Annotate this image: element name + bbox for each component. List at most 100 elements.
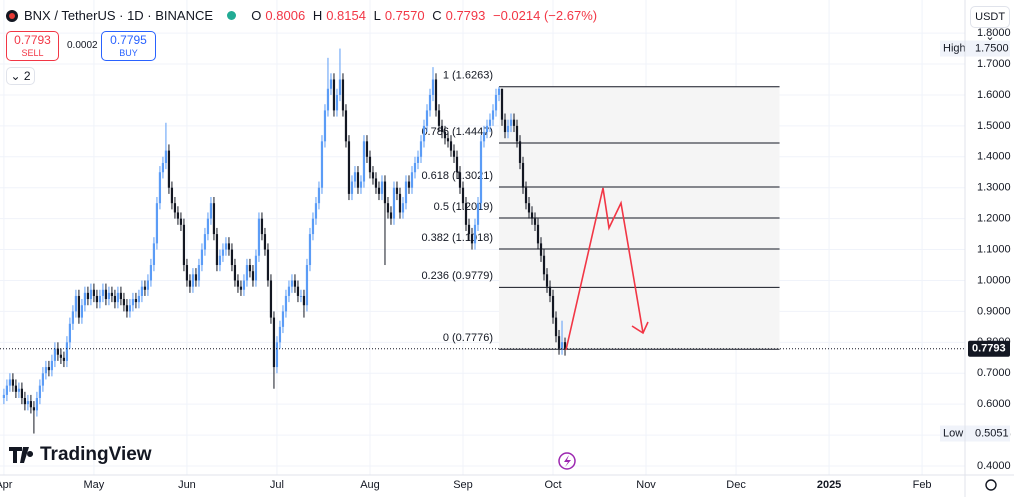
currency-select[interactable]: USDT ⌄	[970, 6, 1010, 43]
candle-body	[275, 342, 279, 368]
candle-body	[110, 292, 114, 296]
candle-body	[482, 132, 486, 142]
lightning	[564, 455, 571, 467]
x-tick-label: Apr	[0, 479, 13, 491]
candle-body	[251, 271, 255, 281]
candle-body	[452, 150, 456, 157]
candle-body	[419, 141, 423, 157]
candle-body	[155, 203, 159, 244]
candle-body	[248, 265, 252, 272]
candle-body	[392, 187, 396, 219]
x-tick-label: Feb	[913, 479, 932, 491]
candle-body	[11, 379, 15, 386]
last-price-tag	[968, 340, 1010, 357]
candle-body	[461, 187, 465, 204]
sell-price: 0.7793	[14, 33, 51, 47]
candle-body	[560, 342, 564, 349]
candle-body	[551, 295, 555, 318]
fib-label: 0.236 (0.9779)	[421, 270, 493, 282]
candle-body	[191, 274, 195, 287]
indicators-toggle[interactable]: ⌄ 2	[6, 67, 35, 85]
candle-body	[368, 156, 372, 173]
x-tick-label: Jun	[178, 479, 196, 491]
candle-body	[236, 280, 240, 287]
candle-body	[245, 265, 249, 281]
candle-body	[512, 119, 516, 126]
quote-label: H	[312, 8, 323, 23]
candle-body	[188, 280, 192, 287]
candle-body	[17, 388, 21, 392]
candle-body	[68, 323, 72, 343]
candle-body	[323, 110, 327, 142]
candle-body	[530, 212, 534, 219]
tv-logo	[9, 447, 34, 463]
candle-body	[449, 141, 453, 151]
event-icon[interactable]	[558, 452, 576, 470]
y-tick-label: 1.0000	[977, 274, 1011, 286]
candle-body	[491, 110, 495, 120]
status-dot	[226, 11, 236, 20]
candle-body	[398, 193, 402, 213]
x-tick-label: 2025	[817, 479, 841, 491]
candle-body	[287, 286, 291, 296]
candle-body	[89, 289, 93, 300]
candle-body	[542, 255, 546, 275]
candle-body	[173, 203, 177, 213]
candle-body	[41, 373, 45, 386]
candle-body	[524, 187, 528, 204]
candle-body	[371, 172, 375, 179]
candle-body	[74, 295, 78, 312]
x-tick-label: Aug	[360, 479, 380, 491]
candle-body	[146, 280, 150, 290]
candle-body	[26, 401, 30, 405]
candle-body	[71, 311, 75, 324]
candle-body	[44, 367, 48, 374]
candle-body	[158, 172, 162, 204]
fib-label: 1 (1.6263)	[443, 70, 493, 82]
candle-body	[32, 407, 36, 411]
low-tag-bg	[940, 425, 1010, 442]
quote-value: 0.8006	[265, 8, 306, 23]
candle-body	[299, 295, 303, 297]
candle-body	[395, 187, 399, 194]
sell-button[interactable]: 0.7793 SELL	[6, 31, 59, 61]
candle-body	[440, 125, 444, 133]
high-tag-bg	[940, 40, 1010, 57]
high-text: High	[943, 42, 966, 54]
candle-body	[407, 181, 411, 188]
candle-body	[95, 295, 99, 303]
x-tick-label: Oct	[544, 479, 561, 491]
candle-body	[476, 203, 480, 225]
candle-body	[101, 289, 105, 296]
currency: USDT	[975, 11, 1005, 23]
candle-body	[59, 354, 63, 358]
y-tick-label: 1.1000	[977, 243, 1011, 255]
candle-body	[386, 203, 390, 213]
settings-icon[interactable]	[985, 479, 997, 491]
candle-body	[35, 397, 39, 411]
candle-body	[353, 172, 357, 182]
candle-body	[62, 357, 66, 361]
change: −0.0214 (−2.67%)	[493, 8, 598, 23]
candle-body	[185, 265, 189, 281]
candle-body	[53, 348, 57, 361]
fib-label: 0 (0.7776)	[443, 332, 493, 344]
sell-label: SELL	[21, 48, 44, 58]
candle-body	[242, 280, 246, 290]
y-tick-label: 1.2000	[977, 213, 1011, 225]
candle-body	[455, 156, 459, 173]
low-text: Low	[943, 427, 963, 439]
symbol[interactable]: BNX / TetherUS · 1D · BINANCE	[24, 8, 214, 23]
candle-body	[437, 110, 441, 126]
candle-body	[179, 218, 183, 225]
candle-body	[218, 255, 222, 266]
candle-body	[215, 234, 219, 266]
candle-body	[254, 255, 258, 281]
y-tick-label: 1.6000	[977, 89, 1011, 101]
candle-body	[470, 234, 474, 244]
buy-button[interactable]: 0.7795 BUY	[101, 31, 156, 61]
candle-body	[533, 218, 537, 225]
candle-body	[410, 172, 414, 188]
candle-body	[122, 299, 126, 306]
candle-body	[119, 292, 123, 300]
